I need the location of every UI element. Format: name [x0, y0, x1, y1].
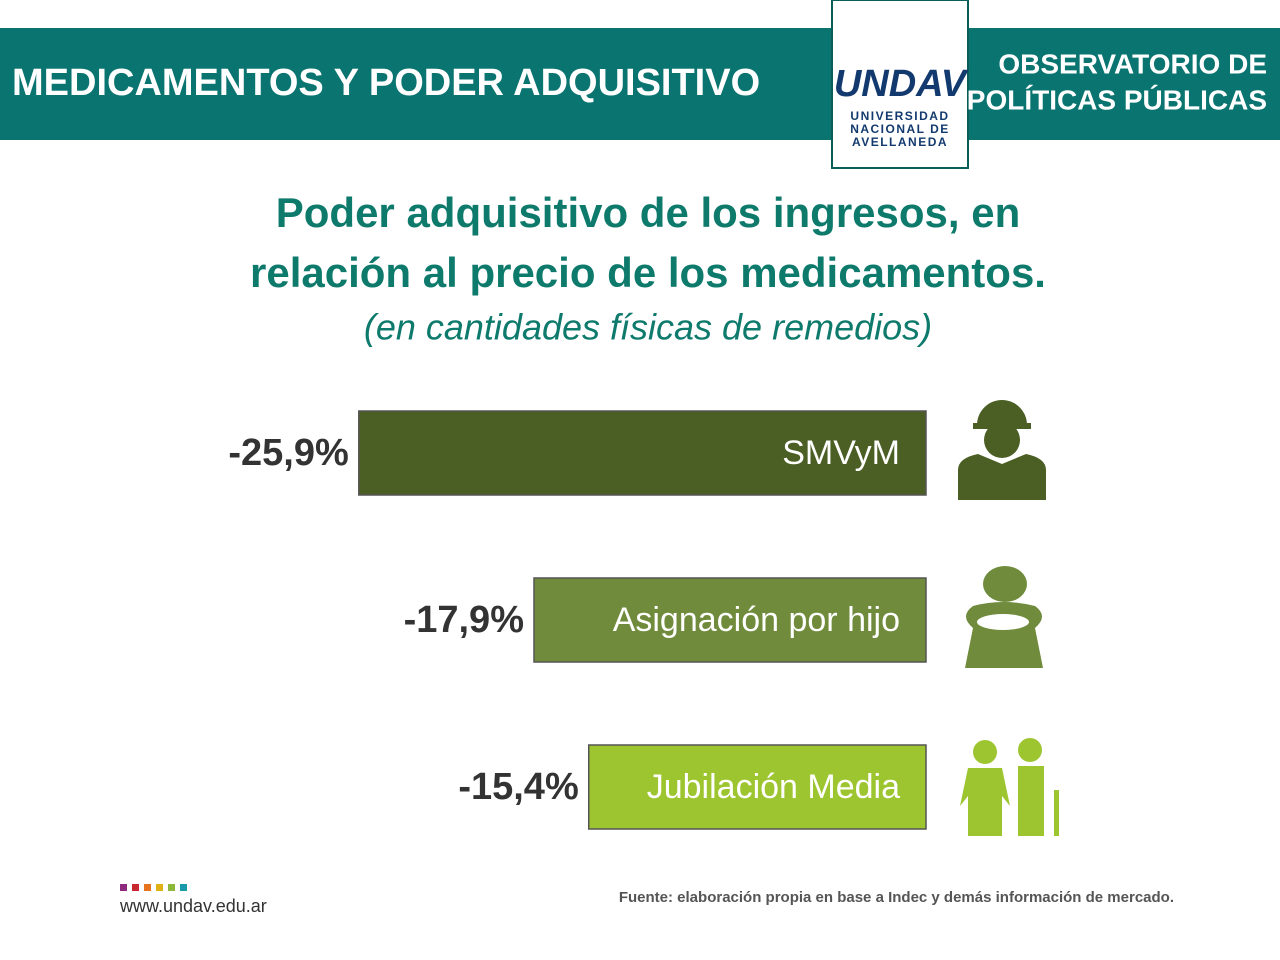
bar: [587, 744, 927, 830]
mother-icon: [965, 566, 1043, 668]
bar: [533, 577, 927, 663]
logo-text: NACIONAL DE: [850, 122, 950, 136]
logo-text: UNIVERSIDAD: [850, 109, 949, 123]
logo-text: AVELLANEDA: [852, 135, 948, 149]
elderly-icon: [960, 738, 1059, 836]
header-band: [0, 28, 1280, 140]
observatory: POLÍTICAS PÚBLICAS: [967, 84, 1267, 115]
footer-dots: [120, 884, 187, 891]
worker-icon: [958, 400, 1046, 500]
category-label: Jubilación Media: [647, 768, 900, 806]
value-label: -15,4%: [458, 766, 578, 808]
chart-title: relación al precio de los medicamentos.: [250, 249, 1046, 296]
bar: [358, 410, 927, 496]
header-title: MEDICAMENTOS Y PODER ADQUISITIVO: [12, 62, 760, 104]
observatory: OBSERVATORIO DE: [998, 48, 1267, 79]
category-label: SMVyM: [782, 434, 900, 472]
logo: UNDAV: [834, 63, 969, 105]
value-label: -17,9%: [404, 599, 524, 641]
value-label: -25,9%: [228, 432, 348, 474]
website: www.undav.edu.ar: [119, 896, 267, 916]
source: Fuente: elaboración propia en base a Ind…: [619, 889, 1174, 906]
chart-title: Poder adquisitivo de los ingresos, en: [276, 189, 1021, 236]
category-label: Asignación por hijo: [613, 601, 900, 639]
logo-box: [831, 0, 969, 169]
chart-subtitle: (en cantidades físicas de remedios): [364, 307, 932, 348]
